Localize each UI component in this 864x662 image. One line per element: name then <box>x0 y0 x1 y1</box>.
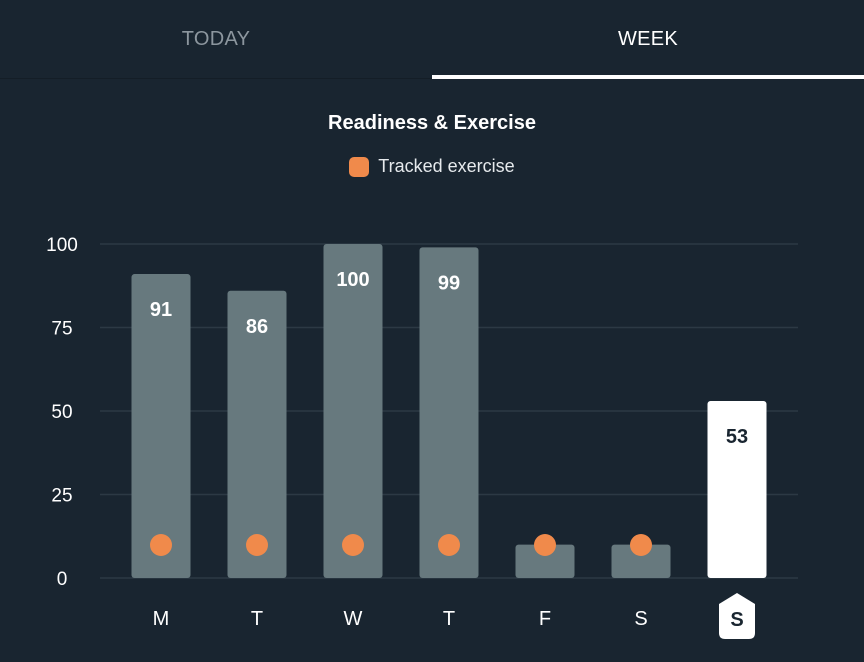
y-tick-label: 0 <box>57 569 68 590</box>
bar-value-label: 53 <box>726 426 748 448</box>
chart-title: Readiness & Exercise <box>328 112 536 134</box>
tracked-exercise-marker <box>438 534 460 556</box>
x-label: T <box>443 608 455 630</box>
tracked-exercise-legend-icon <box>349 156 370 177</box>
tab-week[interactable]: WEEK <box>432 0 864 79</box>
bar-value-label: 100 <box>336 269 369 291</box>
tab-today[interactable]: TODAY <box>181 27 251 50</box>
x-label: W <box>344 608 363 630</box>
legend-label-tracked-exercise: Tracked exercise <box>378 156 515 176</box>
bar-w-2 <box>323 244 383 578</box>
bar-value-label: 99 <box>438 272 460 294</box>
bar-value-label: 91 <box>150 299 172 321</box>
x-label: F <box>539 608 551 630</box>
tracked-exercise-marker <box>150 534 172 556</box>
y-tick-label: 75 <box>51 319 72 340</box>
tracked-exercise-marker <box>534 534 556 556</box>
bar-m-0 <box>131 274 191 578</box>
bar-value-label: 86 <box>246 316 268 338</box>
bar-t-1 <box>227 290 287 578</box>
bar-s-6 <box>707 400 767 578</box>
y-tick-label: 100 <box>46 235 78 256</box>
x-label: T <box>251 608 263 630</box>
x-label: M <box>153 608 170 630</box>
y-tick-label: 25 <box>51 486 72 507</box>
tracked-exercise-marker <box>246 534 268 556</box>
tracked-exercise-marker <box>630 534 652 556</box>
bar-t-3 <box>419 247 479 578</box>
x-label: S <box>634 608 647 630</box>
chart-legend: Tracked exercise <box>0 156 864 177</box>
tracked-exercise-marker <box>342 534 364 556</box>
bar-s-5 <box>611 544 671 578</box>
period-tabbar: TODAY WEEK <box>0 0 864 79</box>
bar-f-4 <box>515 544 575 578</box>
y-tick-label: 50 <box>51 402 72 423</box>
x-label-current: S <box>730 609 743 631</box>
current-day-badge <box>719 593 755 639</box>
